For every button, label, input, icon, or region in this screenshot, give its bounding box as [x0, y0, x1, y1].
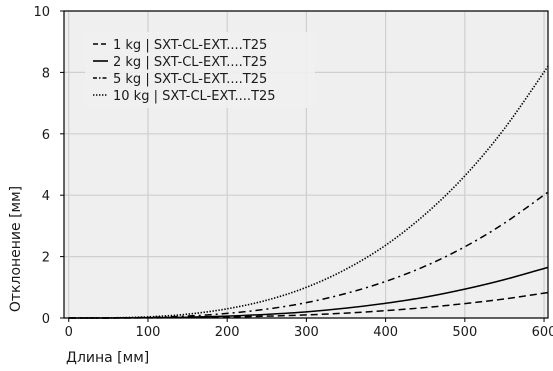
axes: 0 100 200 300 400 500 600 0 2 4 6 8 10 — [33, 5, 553, 340]
legend-box — [85, 32, 315, 108]
y-tick-label: 4 — [42, 189, 50, 204]
x-tick-label: 200 — [215, 325, 240, 340]
x-tick-label: 0 — [65, 325, 73, 340]
legend: 1 kg | SXT-CL-EXT....T25 2 kg | SXT-CL-EX… — [85, 32, 315, 108]
x-tick-label: 300 — [294, 325, 319, 340]
x-tick-label: 100 — [136, 325, 161, 340]
series-line-4 — [68, 65, 549, 319]
legend-label-4: 10 kg | SXT-CL-EXT....T25 — [113, 89, 276, 104]
y-axis-label: Отклонение [мм] — [8, 186, 24, 312]
legend-label-2: 2 kg | SXT-CL-EXT....T25 — [113, 55, 267, 70]
x-tick-label: 500 — [452, 325, 477, 340]
legend-label-3: 5 kg | SXT-CL-EXT....T25 — [113, 72, 267, 87]
y-tick-label: 6 — [42, 128, 50, 143]
y-tick-label: 10 — [33, 5, 50, 20]
x-axis-label: Длина [мм] — [66, 350, 149, 366]
y-tick-label: 8 — [42, 66, 50, 81]
legend-label-1: 1 kg | SXT-CL-EXT....T25 — [113, 38, 267, 53]
x-tick-label: 600 — [532, 325, 553, 340]
y-tick-label: 0 — [42, 312, 50, 327]
x-tick-label: 400 — [373, 325, 398, 340]
y-tick-label: 2 — [42, 251, 50, 266]
